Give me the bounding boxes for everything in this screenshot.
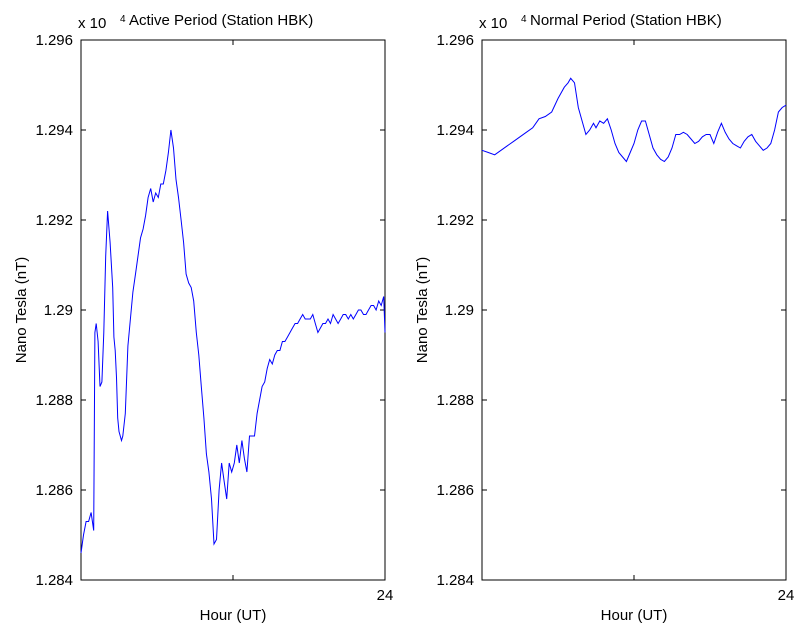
- plot-frame: [481, 39, 787, 581]
- x-axis-label: Hour (UT): [601, 607, 668, 624]
- y-tick-label: 1.296: [436, 32, 474, 49]
- y-tick-label: 1.294: [35, 122, 73, 139]
- plot-frame: [80, 39, 386, 581]
- y-tick-label: 1.292: [436, 212, 474, 229]
- chart-title: Active Period (Station HBK): [129, 12, 313, 29]
- y-tick-label: 1.286: [436, 482, 474, 499]
- series-line-1: [80, 129, 386, 554]
- y-tick-label: 1.288: [35, 392, 73, 409]
- y-axis-label: Nano Tesla (nT): [414, 257, 431, 363]
- y-multiplier: x 10: [78, 15, 106, 32]
- y-multiplier-exponent: 4: [521, 14, 527, 25]
- x-tick-label: 24: [377, 587, 394, 604]
- y-tick-label: 1.296: [35, 32, 73, 49]
- chart-title: Normal Period (Station HBK): [530, 12, 722, 29]
- y-tick-label: 1.284: [436, 572, 474, 589]
- y-tick-label: 1.292: [35, 212, 73, 229]
- chart-panel-2: 1.284 1.286 1.288 1.29 1.292 1.294 1.296 24 Hour…: [414, 12, 794, 624]
- y-tick-label: 1.288: [436, 392, 474, 409]
- series-line-1: [481, 77, 787, 163]
- y-axis-label: Nano Tesla (nT): [13, 257, 30, 363]
- x-axis-label: Hour (UT): [200, 607, 267, 624]
- chart-panel-1: 1.284 1.286 1.288 1.29 1.292 1.294 1.296 24 Hour…: [13, 12, 393, 624]
- y-tick-label: 1.294: [436, 122, 474, 139]
- y-multiplier: x 10: [479, 15, 507, 32]
- x-tick-label: 24: [778, 587, 794, 604]
- y-multiplier-exponent: 4: [120, 14, 126, 25]
- y-tick-label: 1.284: [35, 572, 73, 589]
- y-tick-label: 1.286: [35, 482, 73, 499]
- y-tick-label: 1.29: [445, 302, 474, 319]
- y-tick-label: 1.29: [44, 302, 73, 319]
